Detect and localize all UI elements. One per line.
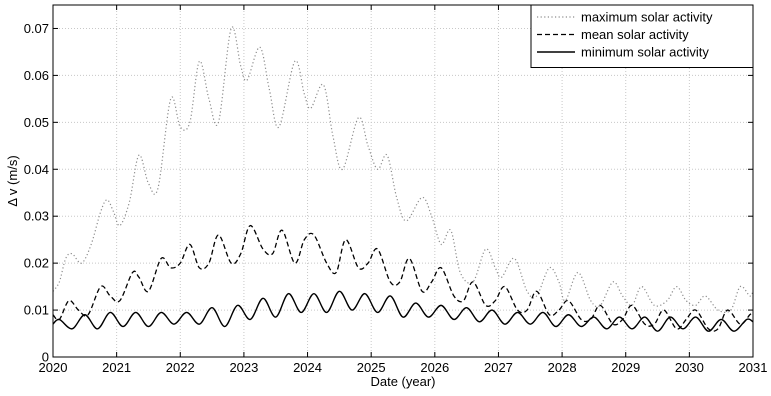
x-tick-label: 2031 <box>739 360 768 375</box>
y-tick-label: 0.05 <box>24 115 49 130</box>
legend-label: minimum solar activity <box>581 45 709 60</box>
x-tick-label: 2021 <box>102 360 131 375</box>
x-tick-label: 2022 <box>166 360 195 375</box>
series-lines <box>52 26 754 332</box>
legend-label: mean solar activity <box>581 27 689 42</box>
plot-frame <box>52 4 754 358</box>
x-tick-label: 2030 <box>675 360 704 375</box>
x-tick-label: 2024 <box>293 360 322 375</box>
series-line-1 <box>52 26 754 314</box>
y-tick-label: 0.03 <box>24 209 49 224</box>
y-axis-label: Δ v (m/s) <box>5 155 20 206</box>
legend: maximum solar activity mean solar activit… <box>530 4 754 68</box>
y-tick-label: 0 <box>42 350 49 365</box>
series-line-3 <box>52 290 754 332</box>
axis-ticks: 2020 2021 2022 2023 2024 2025 2026 2027 2028 2029… <box>24 5 768 375</box>
x-tick-label: 2026 <box>420 360 449 375</box>
x-tick-label: 2020 <box>39 360 68 375</box>
legend-label: maximum solar activity <box>581 10 713 25</box>
x-tick-label: 2029 <box>611 360 640 375</box>
y-tick-label: 0.06 <box>24 68 49 83</box>
y-tick-label: 0.01 <box>24 303 49 318</box>
x-tick-label: 2028 <box>548 360 577 375</box>
x-tick-label: 2025 <box>357 360 386 375</box>
x-axis-label: Date (year) <box>370 374 435 389</box>
x-tick-label: 2023 <box>229 360 258 375</box>
y-tick-label: 0.02 <box>24 256 49 271</box>
x-tick-label: 2027 <box>484 360 513 375</box>
y-tick-label: 0.07 <box>24 21 49 36</box>
legend-box <box>530 4 754 68</box>
y-tick-label: 0.04 <box>24 162 49 177</box>
